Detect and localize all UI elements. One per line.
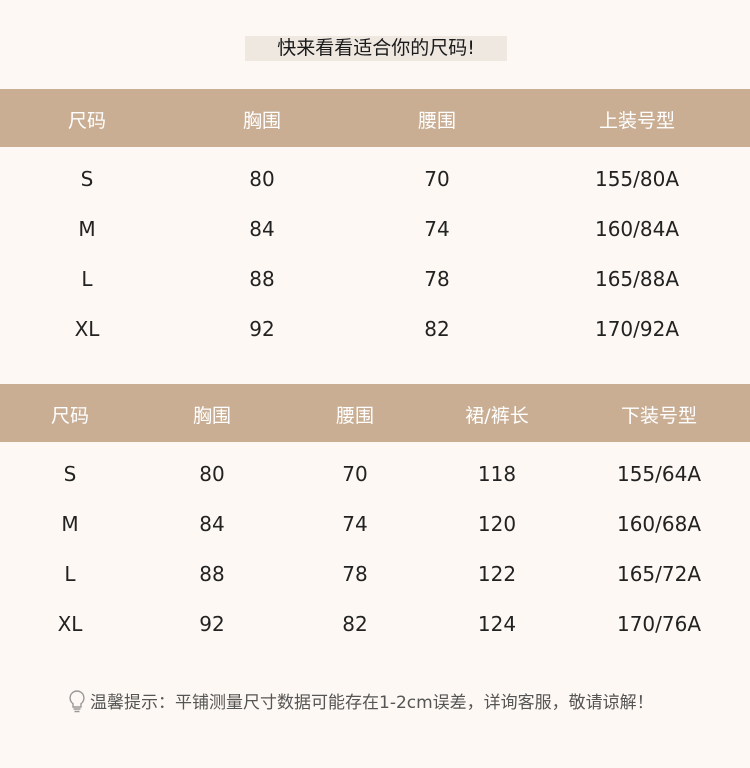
table-cell: 78 bbox=[424, 267, 450, 291]
table-cell: 155/64A bbox=[616, 462, 702, 486]
table-cell: M bbox=[61, 512, 79, 536]
table-cell: 92 bbox=[199, 612, 225, 636]
table-cell: 84 bbox=[249, 217, 275, 241]
size-note: 温馨提示：平铺测量尺寸数据可能存在1-2cm误差，详询客服，敬请谅解！ bbox=[68, 688, 654, 713]
table-cell: S bbox=[63, 462, 77, 486]
table-cell: 120 bbox=[477, 512, 517, 536]
table-cell: XL bbox=[74, 317, 100, 341]
table-cell: XL bbox=[57, 612, 83, 636]
table-cell: 88 bbox=[199, 562, 225, 586]
column-header: 上装号型 bbox=[598, 110, 676, 132]
table-cell: 74 bbox=[424, 217, 450, 241]
table-cell: 82 bbox=[424, 317, 450, 341]
table-cell: 160/68A bbox=[616, 512, 702, 536]
table-cell: 122 bbox=[477, 562, 517, 586]
note-text: 温馨提示：平铺测量尺寸数据可能存在1-2cm误差，详询客服，敬请谅解！ bbox=[90, 693, 654, 713]
table-cell: 165/72A bbox=[616, 562, 702, 586]
column-header: 腰围 bbox=[417, 110, 457, 132]
table-cell: M bbox=[78, 217, 96, 241]
page-title: 快来看看适合你的尺码! bbox=[245, 36, 507, 61]
table-cell: 74 bbox=[342, 512, 368, 536]
table-cell: L bbox=[81, 267, 93, 291]
lightbulb-icon bbox=[69, 689, 85, 712]
column-header: 尺码 bbox=[67, 110, 107, 132]
table-cell: L bbox=[64, 562, 76, 586]
table-cell: 160/84A bbox=[594, 217, 680, 241]
column-header: 裙/裤长 bbox=[465, 405, 529, 427]
table-cell: 70 bbox=[342, 462, 368, 486]
table-cell: 88 bbox=[249, 267, 275, 291]
table-cell: 165/88A bbox=[594, 267, 680, 291]
top-table-header bbox=[0, 89, 750, 147]
column-header: 胸围 bbox=[192, 405, 232, 427]
table-cell: 84 bbox=[199, 512, 225, 536]
column-header: 腰围 bbox=[335, 405, 375, 427]
table-cell: 170/76A bbox=[616, 612, 702, 636]
table-cell: 124 bbox=[477, 612, 517, 636]
table-cell: 118 bbox=[477, 462, 517, 486]
table-cell: 70 bbox=[424, 167, 450, 191]
table-cell: 92 bbox=[249, 317, 275, 341]
table-cell: 78 bbox=[342, 562, 368, 586]
table-cell: 170/92A bbox=[594, 317, 680, 341]
table-cell: 80 bbox=[249, 167, 275, 191]
table-cell: 82 bbox=[342, 612, 368, 636]
table-cell: S bbox=[80, 167, 94, 191]
column-header: 下装号型 bbox=[620, 405, 698, 427]
table-cell: 80 bbox=[199, 462, 225, 486]
column-header: 胸围 bbox=[242, 110, 282, 132]
column-header: 尺码 bbox=[50, 405, 90, 427]
table-cell: 155/80A bbox=[594, 167, 680, 191]
bottom-table-header bbox=[0, 384, 750, 442]
